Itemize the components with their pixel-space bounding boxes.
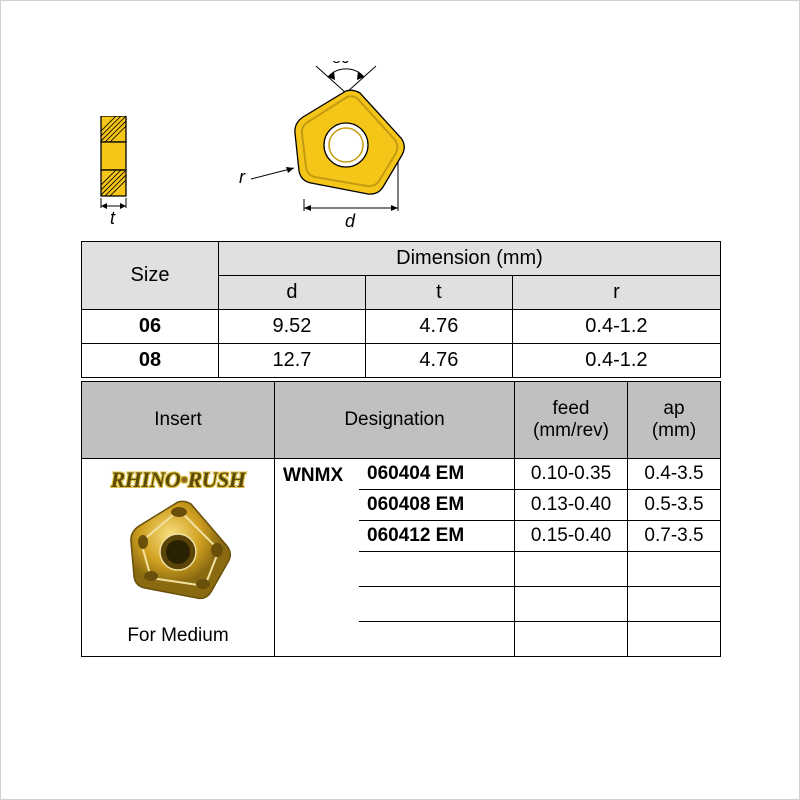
cell-r: 0.4-1.2 (512, 310, 720, 344)
brand-logo: RHINO•RUSH (86, 467, 270, 493)
desig-cell: 060408 EM (359, 490, 515, 521)
cell-r: 0.4-1.2 (512, 344, 720, 378)
r-label: r (239, 167, 246, 187)
cell-size: 08 (82, 344, 219, 378)
d-label: d (345, 211, 356, 231)
top-view-diagram: 80° r d (221, 61, 431, 236)
feed-cell: 0.15-0.40 (515, 521, 628, 552)
dimension-header: Dimension (mm) (219, 242, 721, 276)
designation-header: Designation (275, 382, 515, 459)
desig-cell: 060412 EM (359, 521, 515, 552)
table-row: 08 12.7 4.76 0.4-1.2 (82, 344, 721, 378)
col-r: r (512, 276, 720, 310)
feed-cell: 0.10-0.35 (515, 459, 628, 490)
insert-header: Insert (82, 382, 275, 459)
code-cell: WNMX (275, 459, 360, 657)
t-label: t (110, 208, 116, 228)
ap-cell: 0.5-3.5 (628, 490, 721, 521)
cell-t: 4.76 (365, 344, 512, 378)
size-header: Size (82, 242, 219, 310)
side-view-diagram: t (91, 116, 161, 236)
angle-label: 80° (332, 61, 356, 67)
brand-left: RHINO (111, 467, 181, 492)
col-d: d (219, 276, 366, 310)
cell-t: 4.76 (365, 310, 512, 344)
feed-cell: 0.13-0.40 (515, 490, 628, 521)
insert-cell: RHINO•RUSH (82, 459, 275, 657)
ap-cell: 0.7-3.5 (628, 521, 721, 552)
for-medium-label: For Medium (86, 625, 270, 647)
table-row: 06 9.52 4.76 0.4-1.2 (82, 310, 721, 344)
desig-cell: 060404 EM (359, 459, 515, 490)
table-row: RHINO•RUSH (82, 459, 721, 490)
cell-d: 12.7 (219, 344, 366, 378)
designation-table: Insert Designation feed (mm/rev) ap (mm)… (81, 381, 721, 657)
insert-icon (108, 493, 248, 613)
brand-right: RUSH (187, 467, 245, 492)
cell-size: 06 (82, 310, 219, 344)
diagram-area: t 80° r d (91, 61, 431, 231)
feed-header: feed (mm/rev) (515, 382, 628, 459)
col-t: t (365, 276, 512, 310)
cell-d: 9.52 (219, 310, 366, 344)
ap-cell: 0.4-3.5 (628, 459, 721, 490)
dimension-table: Size Dimension (mm) d t r 06 9.52 4.76 0… (81, 241, 721, 378)
ap-header: ap (mm) (628, 382, 721, 459)
